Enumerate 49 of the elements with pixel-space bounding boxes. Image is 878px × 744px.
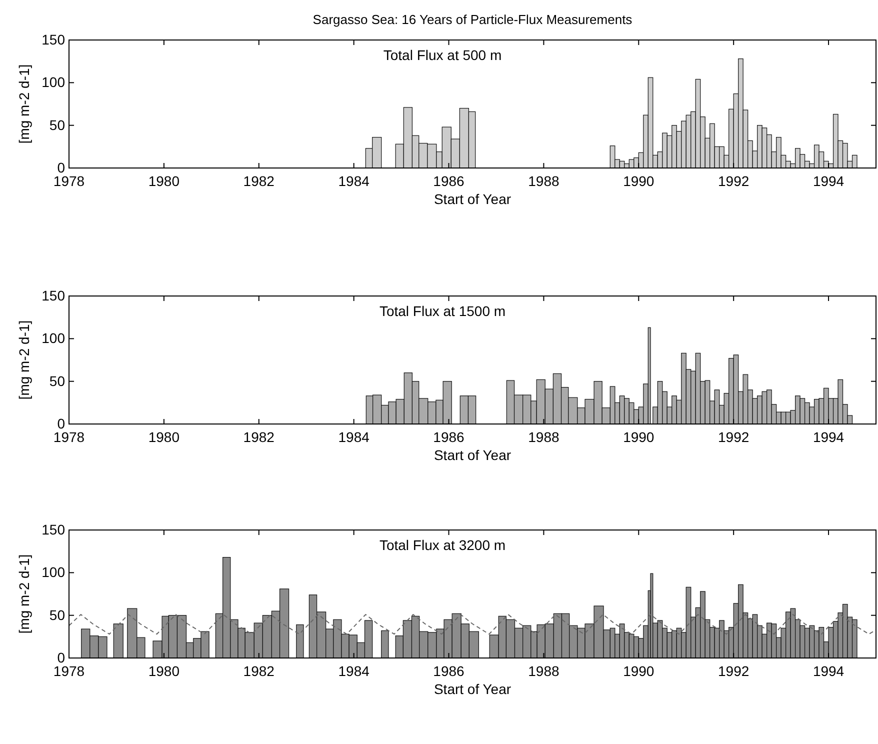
x-tick-label: 1992 [718,172,750,189]
y-axis-title: [mg m-2 d-1] [16,554,32,634]
x-tick-label: 1988 [528,428,560,445]
annotation: Total Flux at 500 m [383,47,502,63]
x-tick-label: 1978 [53,428,85,445]
y-tick-label: 100 [42,330,66,346]
y-tick-label: 100 [42,74,66,90]
x-tick-label: 1986 [433,428,465,445]
x-tick-label: 1982 [243,662,275,679]
annotation: Total Flux at 1500 m [379,303,506,319]
x-tick-label: 1990 [623,428,654,445]
y-axis-title: [mg m-2 d-1] [16,320,32,400]
x-axis-title: Start of Year [434,681,512,697]
x-tick-label: 1994 [812,662,844,679]
y-tick-label: 150 [42,31,66,48]
x-tick-label: 1992 [718,662,750,679]
x-tick-label: 1980 [148,172,180,189]
annotation: Total Flux at 3200 m [379,537,506,553]
y-tick-label: 50 [49,372,66,389]
y-tick-label: 0 [57,415,66,432]
x-tick-label: 1978 [53,662,85,679]
x-tick-label: 1988 [528,172,560,189]
x-tick-label: 1990 [623,662,654,679]
x-tick-label: 1984 [338,662,370,679]
x-tick-label: 1978 [53,172,85,189]
x-tick-label: 1982 [243,428,275,445]
y-tick-label: 150 [42,521,66,538]
x-tick-label: 1984 [338,172,370,189]
y-tick-label: 0 [57,159,66,176]
y-tick-label: 100 [42,564,66,580]
y-tick-label: 0 [57,649,66,666]
x-tick-label: 1992 [718,428,750,445]
x-tick-label: 1986 [433,662,465,679]
x-tick-label: 1982 [243,172,275,189]
chart-title: Sargasso Sea: 16 Years of Particle-Flux Measurements [312,12,633,27]
x-tick-label: 1980 [148,428,180,445]
x-tick-label: 1988 [528,662,560,679]
y-tick-label: 50 [49,116,66,133]
x-tick-label: 1994 [812,172,844,189]
x-tick-label: 1984 [338,428,370,445]
y-axis-title: [mg m-2 d-1] [16,64,32,144]
x-axis-title: Start of Year [434,447,512,463]
x-tick-label: 1980 [148,662,180,679]
x-tick-label: 1990 [623,172,654,189]
x-axis-title: Start of Year [434,191,512,207]
y-tick-label: 150 [42,287,66,304]
y-tick-label: 50 [49,606,66,623]
x-tick-label: 1986 [433,172,465,189]
x-tick-label: 1994 [812,428,844,445]
